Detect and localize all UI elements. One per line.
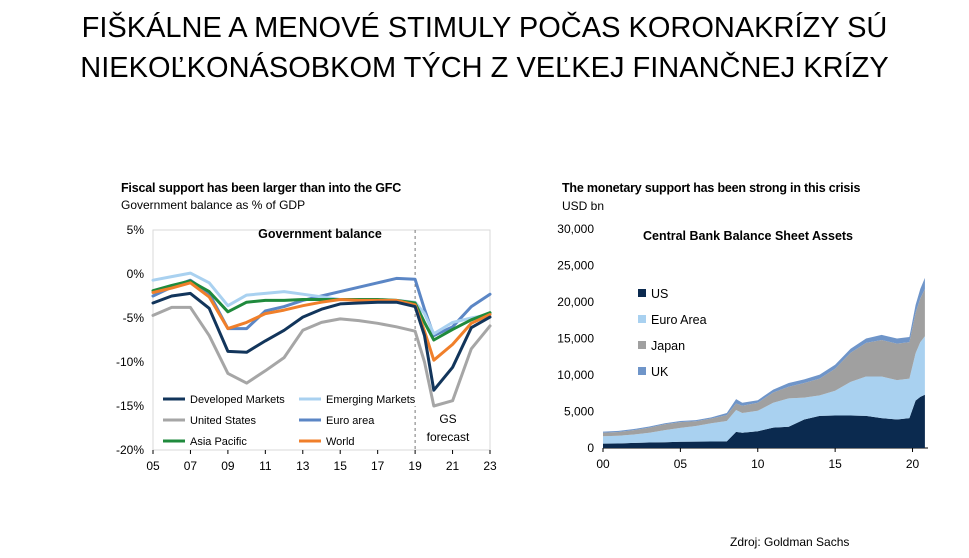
legend-bg [298,392,425,406]
legend-label: US [651,287,668,301]
fiscal-chart-title: Fiscal support has been larger than into… [121,181,402,195]
fiscal-y-tick-label: 5% [127,223,145,237]
fiscal-inner-title: Government balance [258,227,382,241]
legend-swatch [638,315,646,323]
fiscal-x-tick-label: 07 [184,459,198,473]
legend-label: UK [651,365,669,379]
legend-label: Euro Area [651,313,707,327]
legend-label: Japan [651,339,685,353]
fiscal-x-tick-label: 05 [146,459,160,473]
monetary-y-tick-label: 20,000 [557,295,594,309]
legend-label: Asia Pacific [190,436,247,448]
monetary-y-tick-label: 25,000 [557,259,594,273]
monetary-x-tick-label: 20 [906,457,920,471]
fiscal-y-tick-label: -20% [116,443,144,457]
fiscal-y-tick-label: -5% [123,311,145,325]
area-us [603,394,925,448]
monetary-inner-title: Central Bank Balance Sheet Assets [643,229,853,243]
series-line-united-states [151,305,492,408]
fiscal-y-tick-label: 0% [127,267,145,281]
fiscal-x-tick-label: 11 [259,459,272,473]
legend-swatch [638,289,646,297]
fiscal-x-tick-label: 19 [408,459,422,473]
series-line-developed-markets [151,291,492,392]
fiscal-x-tick-label: 15 [334,459,348,473]
fiscal-x-tick-label: 09 [221,459,235,473]
monetary-x-tick-label: 15 [828,457,842,471]
slide-title-line-2: NIEKOĽKONÁSOBKOM TÝCH Z VEĽKEJ FINANČNEJ… [80,52,889,84]
legend-label: Emerging Markets [326,394,416,406]
legend-label: Euro area [326,415,375,427]
monetary-chart-ylabel: USD bn [562,199,605,213]
fiscal-plot-frame [152,229,491,451]
fiscal-chart-subtitle: Government balance as % of GDP [121,198,306,212]
legend-swatch [638,341,646,349]
legend-label: United States [190,415,257,427]
fiscal-x-tick-label: 13 [296,459,310,473]
fiscal-y-tick-label: -10% [116,355,144,369]
legend-bg [298,434,356,448]
source-note: Zdroj: Goldman Sachs [730,535,850,549]
legend-label: World [326,436,355,448]
series-line-world [151,281,492,362]
forecast-annotation-line-1: GS [439,412,456,426]
area-euro-area [603,336,925,444]
legend-bg [162,392,296,406]
monetary-x-tick-label: 00 [596,457,610,471]
legend-bg [298,413,381,427]
monetary-chart-title: The monetary support has been strong in … [562,181,861,195]
forecast-annotation-line-2: forecast [427,430,470,444]
legend-swatch [638,367,646,375]
monetary-x-tick-label: 10 [751,457,765,471]
monetary-x-tick-label: 05 [674,457,688,471]
fiscal-x-tick-label: 17 [371,459,385,473]
monetary-y-tick-label: 10,000 [557,368,594,382]
fiscal-y-tick-label: -15% [116,399,144,413]
area-japan [603,288,925,437]
monetary-y-tick-label: 15,000 [557,332,594,346]
monetary-y-tick-label: 30,000 [557,222,594,236]
slide-title: FIŠKÁLNE A MENOVÉ STIMULY POČAS KORONAKR… [0,8,969,88]
fiscal-x-tick-label: 23 [483,459,497,473]
legend-label: Developed Markets [190,394,285,406]
monetary-y-tick-label: 5,000 [564,405,594,419]
monetary-y-tick-label: 0 [587,441,594,455]
legend-bg [162,434,264,448]
fiscal-x-tick-label: 21 [446,459,460,473]
slide-title-line-1: FIŠKÁLNE A MENOVÉ STIMULY POČAS KORONAKR… [81,12,888,44]
legend-bg [162,413,270,427]
